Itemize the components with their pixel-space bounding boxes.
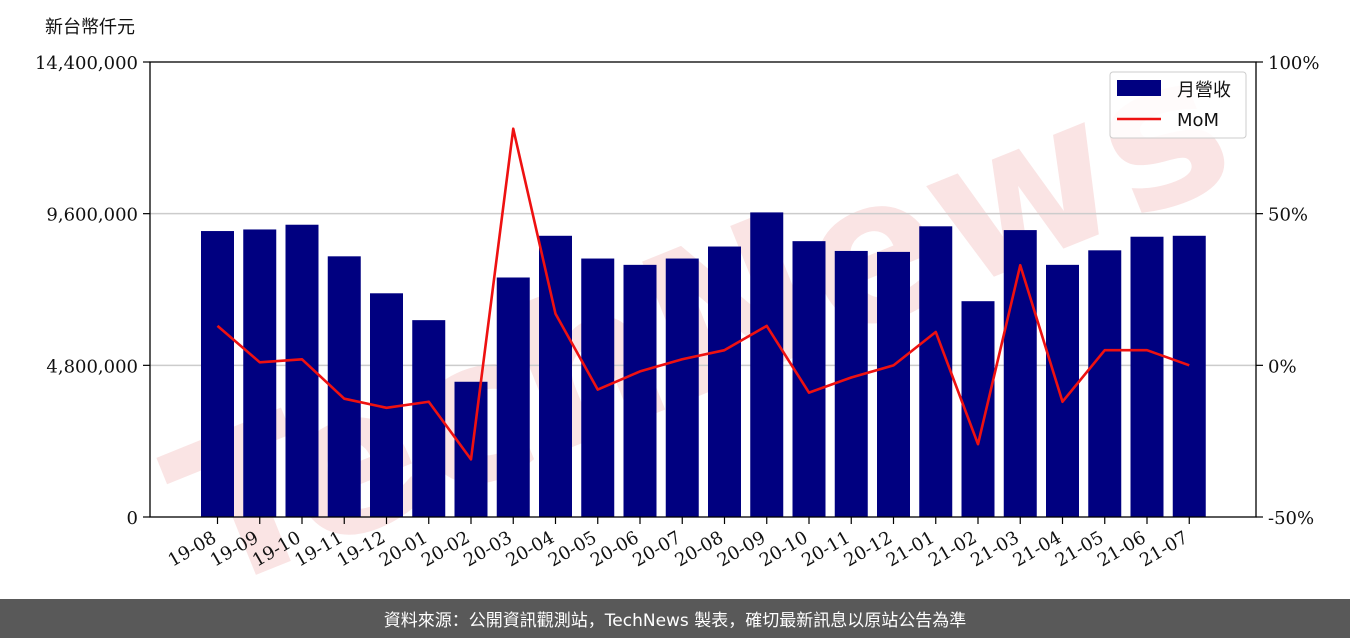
legend-swatch-bar bbox=[1117, 80, 1161, 96]
bar bbox=[877, 251, 910, 518]
plot-frame bbox=[149, 61, 1257, 518]
bar bbox=[1130, 236, 1164, 517]
legend-label-revenue: 月營收 bbox=[1177, 80, 1231, 101]
y-left-tick-label: 9,600,000 bbox=[46, 205, 138, 226]
source-footer: 資料來源：公開資訊觀測站，TechNews 製表，確切最新訊息以原站公告為準 bbox=[0, 599, 1350, 638]
line-series bbox=[216, 127, 1190, 461]
y-left-tick-label: 4,800,000 bbox=[46, 356, 138, 377]
bar bbox=[834, 250, 868, 517]
bar bbox=[539, 235, 572, 517]
bar bbox=[496, 277, 530, 517]
y-right-tick-label: 0% bbox=[1268, 356, 1297, 377]
bar bbox=[1046, 264, 1079, 517]
bar bbox=[623, 264, 657, 517]
bar bbox=[1088, 250, 1122, 517]
bar bbox=[708, 246, 741, 517]
bar bbox=[961, 301, 995, 517]
y-left-tick-label: 0 bbox=[127, 508, 138, 529]
bar bbox=[1172, 235, 1206, 517]
bar bbox=[792, 241, 826, 517]
bar bbox=[201, 231, 234, 517]
bar-series bbox=[201, 212, 1206, 518]
legend-label-mom: MoM bbox=[1177, 110, 1219, 131]
y-left-tick-label: 14,400,000 bbox=[35, 53, 138, 74]
bar bbox=[750, 212, 784, 517]
y-right-tick-label: -50% bbox=[1268, 508, 1314, 529]
legend: 月營收 MoM bbox=[1109, 71, 1247, 139]
x-tick-label: 21-07 bbox=[1136, 527, 1191, 571]
y-axis-right: -50% 0% 50% 100% bbox=[1256, 53, 1319, 529]
mom-line bbox=[216, 127, 1190, 461]
y-right-tick-label: 100% bbox=[1268, 53, 1319, 74]
bar bbox=[665, 258, 699, 517]
bar bbox=[1003, 230, 1037, 517]
y-right-tick-label: 50% bbox=[1268, 205, 1308, 226]
bar bbox=[919, 226, 953, 518]
y-axis-left: 0 4,800,000 9,600,000 14,400,000 bbox=[35, 53, 150, 529]
bar bbox=[243, 229, 277, 517]
y-unit-label: 新台幣仟元 bbox=[45, 17, 135, 38]
